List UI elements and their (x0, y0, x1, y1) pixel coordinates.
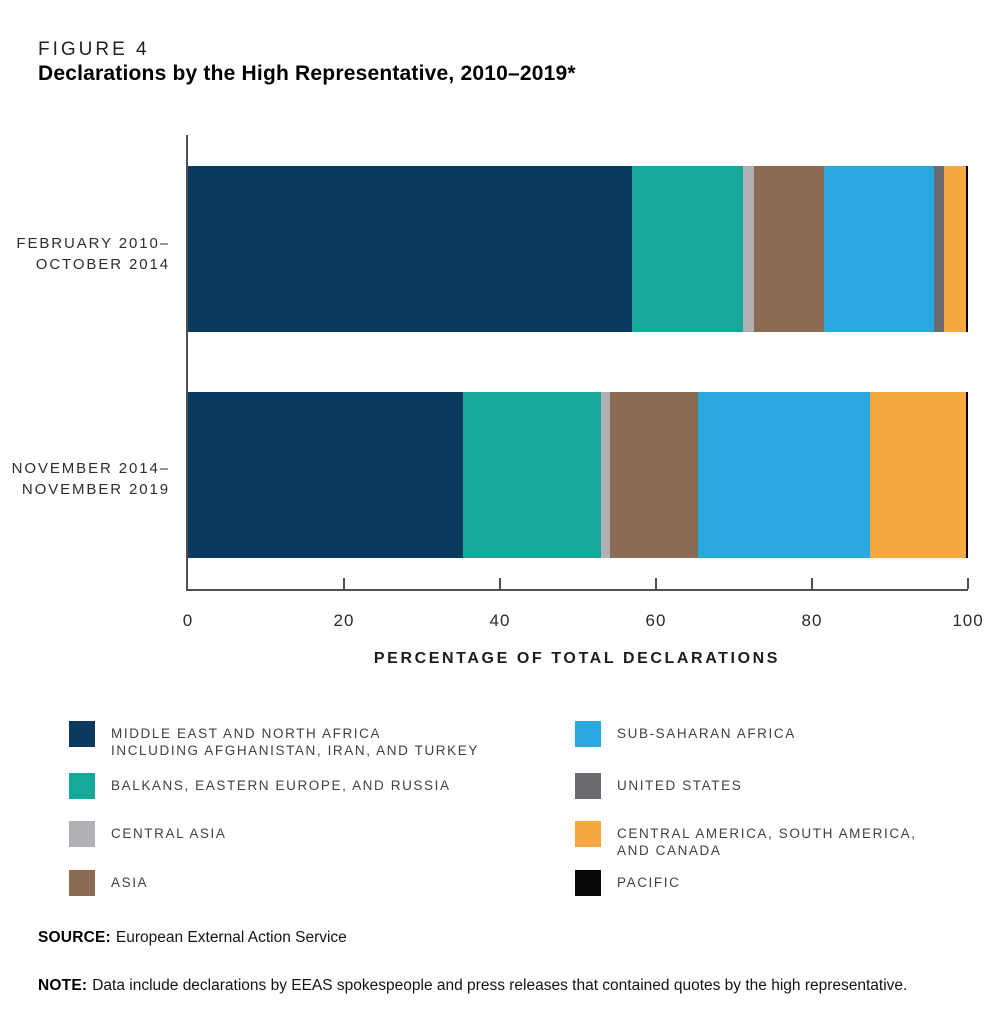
bar-segment (754, 166, 824, 332)
axis-tick (967, 578, 969, 589)
axis-tick-label: 20 (333, 611, 355, 630)
legend-swatch (575, 721, 601, 747)
category-label: FEBRUARY 2010– OCTOBER 2014 (0, 233, 170, 275)
source-label: SOURCE: (38, 929, 111, 946)
category-label-line: NOVEMBER 2014– (11, 460, 170, 477)
bar-segment (965, 166, 968, 332)
bar-segment (631, 166, 744, 332)
legend-swatch (575, 773, 601, 799)
bar-segment (965, 392, 968, 558)
legend-swatch (69, 773, 95, 799)
legend-item: CENTRAL ASIA (69, 821, 575, 870)
bar-segment (943, 166, 966, 332)
category-label: NOVEMBER 2014– NOVEMBER 2019 (0, 458, 170, 500)
axis-tick-label: 40 (489, 611, 511, 630)
bar-segment (601, 392, 610, 558)
legend: MIDDLE EAST AND NORTH AFRICA INCLUDING A… (69, 721, 917, 896)
axis-tick (343, 578, 345, 589)
axis-tick-label: 80 (801, 611, 823, 630)
category-label-line: OCTOBER 2014 (35, 256, 170, 273)
bar-segment (870, 392, 966, 558)
bar-segment (463, 392, 602, 558)
legend-label: PACIFIC (617, 875, 681, 890)
legend-item: MIDDLE EAST AND NORTH AFRICA INCLUDING A… (69, 721, 575, 773)
legend-swatch (69, 721, 95, 747)
category-label-line: NOVEMBER 2019 (21, 481, 170, 498)
legend-label: ASIA (111, 875, 149, 890)
axis-tick (499, 578, 501, 589)
bar-segment (743, 166, 755, 332)
legend-label: MIDDLE EAST AND NORTH AFRICA INCLUDING A… (111, 726, 479, 758)
category-label-line: FEBRUARY 2010– (16, 235, 170, 252)
axis-tick-label: 60 (645, 611, 667, 630)
legend-swatch (575, 870, 601, 896)
note-line: NOTE: Data include declarations by EEAS s… (38, 977, 983, 995)
legend-item: CENTRAL AMERICA, SOUTH AMERICA, AND CANA… (575, 821, 917, 870)
legend-item: SUB-SAHARAN AFRICA (575, 721, 917, 773)
bar-segment (698, 392, 871, 558)
legend-item: PACIFIC (575, 870, 917, 896)
axis-tick (655, 578, 657, 589)
bar-segment (823, 166, 935, 332)
legend-item: BALKANS, EASTERN EUROPE, AND RUSSIA (69, 773, 575, 821)
note-label: NOTE: (38, 977, 88, 994)
legend-label: BALKANS, EASTERN EUROPE, AND RUSSIA (111, 778, 451, 793)
legend-label: SUB-SAHARAN AFRICA (617, 726, 796, 741)
bar-segment (934, 166, 944, 332)
axis-tick-label: 100 (952, 611, 984, 630)
x-axis-title: PERCENTAGE OF TOTAL DECLARATIONS (373, 650, 781, 667)
bar-segment (188, 392, 464, 558)
legend-label: CENTRAL AMERICA, SOUTH AMERICA, AND CANA… (617, 826, 917, 858)
figure-label: FIGURE 4 (38, 39, 150, 60)
stacked-bar (188, 166, 968, 332)
page-title: Declarations by the High Representative,… (38, 62, 576, 85)
axis-tick-label: 0 (182, 611, 194, 630)
legend-item: ASIA (69, 870, 575, 896)
note-text: Data include declarations by EEAS spokes… (92, 977, 908, 994)
legend-swatch (69, 821, 95, 847)
bar-segment (609, 392, 699, 558)
legend-swatch (575, 821, 601, 847)
source-text: European External Action Service (115, 929, 347, 946)
stacked-bar (188, 392, 968, 558)
legend-label: UNITED STATES (617, 778, 743, 793)
legend-item: UNITED STATES (575, 773, 917, 821)
bar-segment (188, 166, 632, 332)
legend-label: CENTRAL ASIA (111, 826, 227, 841)
legend-swatch (69, 870, 95, 896)
plot-area: 0 20 40 60 80 100 (183, 135, 983, 630)
source-line: SOURCE: European External Action Service (38, 929, 983, 947)
axis-tick (811, 578, 813, 589)
